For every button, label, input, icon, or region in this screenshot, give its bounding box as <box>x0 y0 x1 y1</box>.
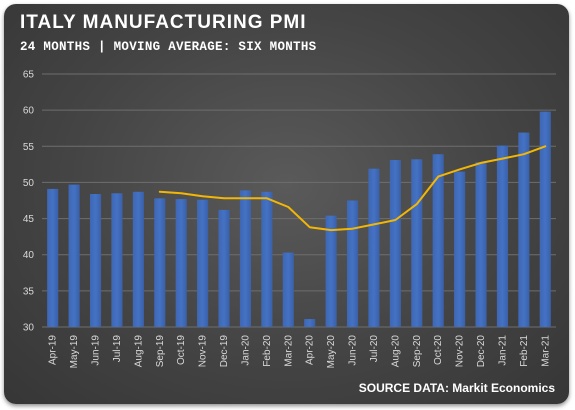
x-tick-label: Feb-20 <box>262 335 273 367</box>
moving-average-line <box>158 145 547 232</box>
x-tick-label: Sep-20 <box>412 335 423 368</box>
bar <box>218 209 230 327</box>
x-tick-label: Feb-21 <box>519 335 530 367</box>
x-tick-label: Mar-20 <box>283 335 294 367</box>
bar <box>68 184 80 327</box>
x-tick-label: Oct-20 <box>433 335 444 365</box>
x-tick-label: Sep-19 <box>155 335 166 368</box>
bar <box>496 145 509 327</box>
x-tick-label: Jun-20 <box>348 335 359 366</box>
bar <box>368 168 380 327</box>
x-tick-label: Aug-20 <box>390 335 401 368</box>
y-axis-ticks: 30 35 40 45 50 55 60 65 <box>23 70 35 334</box>
x-tick-label: Apr-20 <box>305 335 316 365</box>
source-note: SOURCE DATA: Markit Economics <box>358 381 555 395</box>
x-tick-label: Jan-20 <box>240 335 251 366</box>
x-axis-ticks: Apr-19 May-19 Jun-19 Jul-19 Aug-19 Sep-19 Oct-… <box>48 335 552 369</box>
x-tick-label: Jul-20 <box>369 335 380 363</box>
bar <box>389 160 401 327</box>
bar <box>432 154 444 327</box>
x-tick-label: Oct-19 <box>176 335 187 365</box>
bar <box>175 199 187 327</box>
bar <box>197 199 209 327</box>
x-tick-label: Nov-19 <box>198 335 209 368</box>
bar <box>89 193 102 327</box>
y-tick-label: 50 <box>23 178 35 189</box>
y-tick-label: 35 <box>23 286 35 297</box>
gridlines <box>42 73 556 328</box>
x-tick-label: Jun-19 <box>91 335 102 366</box>
bar <box>47 188 59 327</box>
x-tick-label: Nov-20 <box>455 335 466 368</box>
x-tick-label: Jul-19 <box>112 335 123 363</box>
chart-title: ITALY MANUFACTURING PMI <box>20 12 307 33</box>
bar <box>239 190 252 327</box>
bar <box>132 191 144 327</box>
x-tick-label: Dec-19 <box>219 335 230 368</box>
y-tick-label: 60 <box>23 106 35 117</box>
bars <box>47 111 551 328</box>
bar <box>111 193 123 327</box>
bar <box>454 171 466 327</box>
x-tick-label: May-19 <box>69 335 80 369</box>
bar <box>539 111 551 328</box>
bar <box>325 215 337 327</box>
y-tick-label: 55 <box>23 142 35 153</box>
y-tick-label: 45 <box>23 214 35 225</box>
bar <box>304 319 316 327</box>
bar <box>154 198 166 327</box>
x-tick-label: Mar-21 <box>540 335 551 367</box>
bar <box>518 132 530 327</box>
x-tick-label: Dec-20 <box>476 335 487 368</box>
moving-average-path <box>158 145 547 232</box>
x-tick-label: Apr-19 <box>48 335 59 365</box>
bar <box>346 200 359 327</box>
y-tick-label: 40 <box>23 250 35 261</box>
y-tick-label: 65 <box>23 70 35 81</box>
x-tick-label: Aug-19 <box>133 335 144 368</box>
x-tick-label: May-20 <box>326 335 337 369</box>
bar <box>411 159 423 327</box>
bar <box>261 191 273 327</box>
x-tick-label: Jan-21 <box>497 335 508 366</box>
chart-subtitle: 24 MONTHS | MOVING AVERAGE: SIX MONTHS <box>20 40 317 54</box>
bar <box>282 252 294 327</box>
y-tick-label: 30 <box>23 323 35 334</box>
bar <box>475 162 487 327</box>
